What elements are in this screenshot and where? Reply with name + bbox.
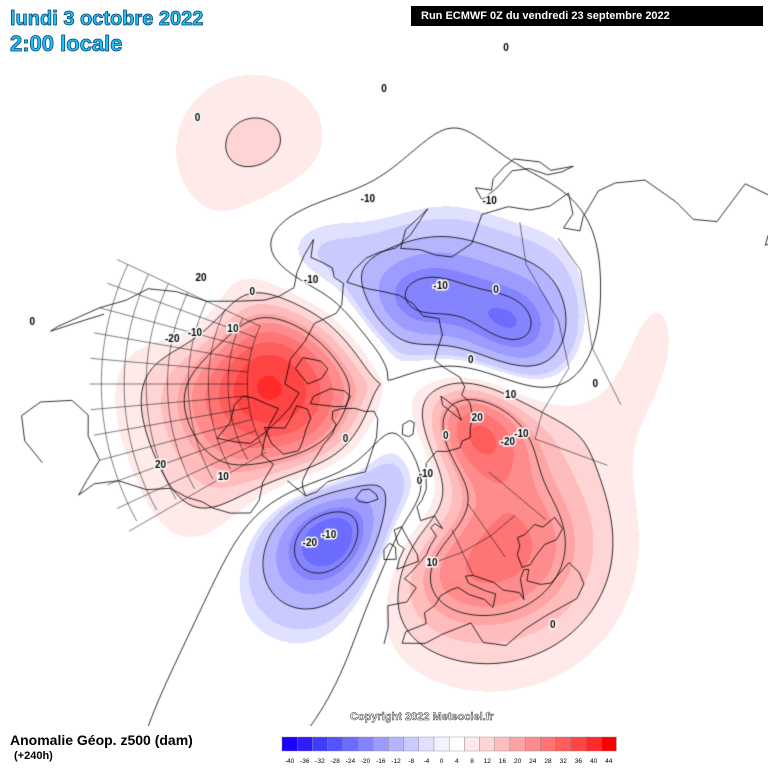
legend-swatch (327, 736, 343, 752)
legend-swatch (312, 736, 328, 752)
legend-tick-label: -24 (346, 758, 356, 765)
legend-swatch (570, 736, 587, 752)
legend-swatch (433, 736, 450, 752)
legend-swatch (524, 736, 541, 752)
legend-swatch (479, 736, 496, 752)
legend-tick-label: 8 (470, 758, 474, 765)
legend-tick-label: 0 (440, 758, 444, 765)
model-run-banner: Run ECMWF 0Z du vendredi 23 septembre 20… (411, 6, 763, 26)
legend-swatch (509, 736, 526, 752)
legend-swatch (464, 736, 480, 752)
legend-tick-label: -12 (391, 758, 401, 765)
field-name-label: Anomalie Géop. z500 (dam) (10, 732, 193, 748)
legend-tick-label: 12 (484, 758, 492, 765)
legend-tick-label: -20 (361, 758, 371, 765)
legend-tick-label: 44 (605, 758, 613, 765)
copyright-notice: Copyright 2022 Meteociel.fr (350, 711, 494, 724)
legend-tick-label: 40 (590, 758, 598, 765)
color-scale-legend: -40 -36 -32 -28 -24 -20 -16 -12 -8 -4 0 4 8 12 16 20 24 2… (281, 736, 617, 765)
legend-swatch (448, 736, 465, 752)
legend-swatch (342, 736, 359, 752)
legend-swatch (555, 736, 572, 752)
legend-tick-label: -28 (330, 758, 340, 765)
legend-tick-label: 24 (529, 758, 537, 765)
local-time-title: 2:00 locale (10, 31, 123, 56)
legend-tick-label: 32 (560, 758, 568, 765)
legend-tick-label: -32 (315, 758, 325, 765)
legend-swatch (585, 736, 602, 752)
legend-swatch (372, 736, 389, 752)
legend-tick-label: -36 (300, 758, 310, 765)
legend-tick-label: 20 (514, 758, 522, 765)
legend-tick-label: 4 (455, 758, 459, 765)
legend-swatch (494, 736, 511, 752)
legend-tick-label: -40 (285, 758, 295, 765)
lead-time-label: (+240h) (14, 750, 53, 762)
legend-tick-label: 36 (575, 758, 583, 765)
legend-swatch (403, 736, 419, 752)
legend-swatch (357, 736, 374, 752)
legend-tick-label: -4 (424, 758, 430, 765)
legend-swatch (601, 736, 617, 752)
legend-tick-label: -8 (408, 758, 414, 765)
legend-swatch (297, 736, 313, 752)
legend-swatch (418, 736, 435, 752)
legend-swatch (388, 736, 404, 752)
legend-tick-label: 16 (499, 758, 507, 765)
legend-swatch (540, 736, 556, 752)
legend-tick-label: -16 (376, 758, 386, 765)
legend-swatch (281, 736, 298, 752)
legend-tick-label: 28 (544, 758, 552, 765)
valid-date-title: lundi 3 octobre 2022 (10, 8, 204, 31)
